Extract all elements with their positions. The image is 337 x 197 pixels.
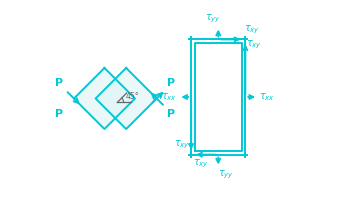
Polygon shape: [74, 68, 135, 129]
Text: P: P: [55, 109, 63, 119]
Text: P: P: [167, 109, 176, 119]
Text: $\tau_{yy}$: $\tau_{yy}$: [205, 12, 221, 25]
Text: 45°: 45°: [126, 92, 139, 101]
Text: P: P: [55, 78, 63, 88]
Text: $\tau_{yy}$: $\tau_{yy}$: [218, 169, 234, 181]
Text: $\tau_{xy}$: $\tau_{xy}$: [193, 158, 209, 170]
Text: $\tau_{xy}$: $\tau_{xy}$: [246, 38, 262, 50]
Text: $\tau_{xy}$: $\tau_{xy}$: [174, 139, 190, 151]
Polygon shape: [96, 68, 157, 129]
Text: $\tau_{xx}$: $\tau_{xx}$: [161, 91, 177, 103]
Text: $\tau_{xy}$: $\tau_{xy}$: [244, 24, 260, 36]
Text: P: P: [167, 78, 176, 88]
Text: $\tau_{xx}$: $\tau_{xx}$: [259, 91, 275, 103]
